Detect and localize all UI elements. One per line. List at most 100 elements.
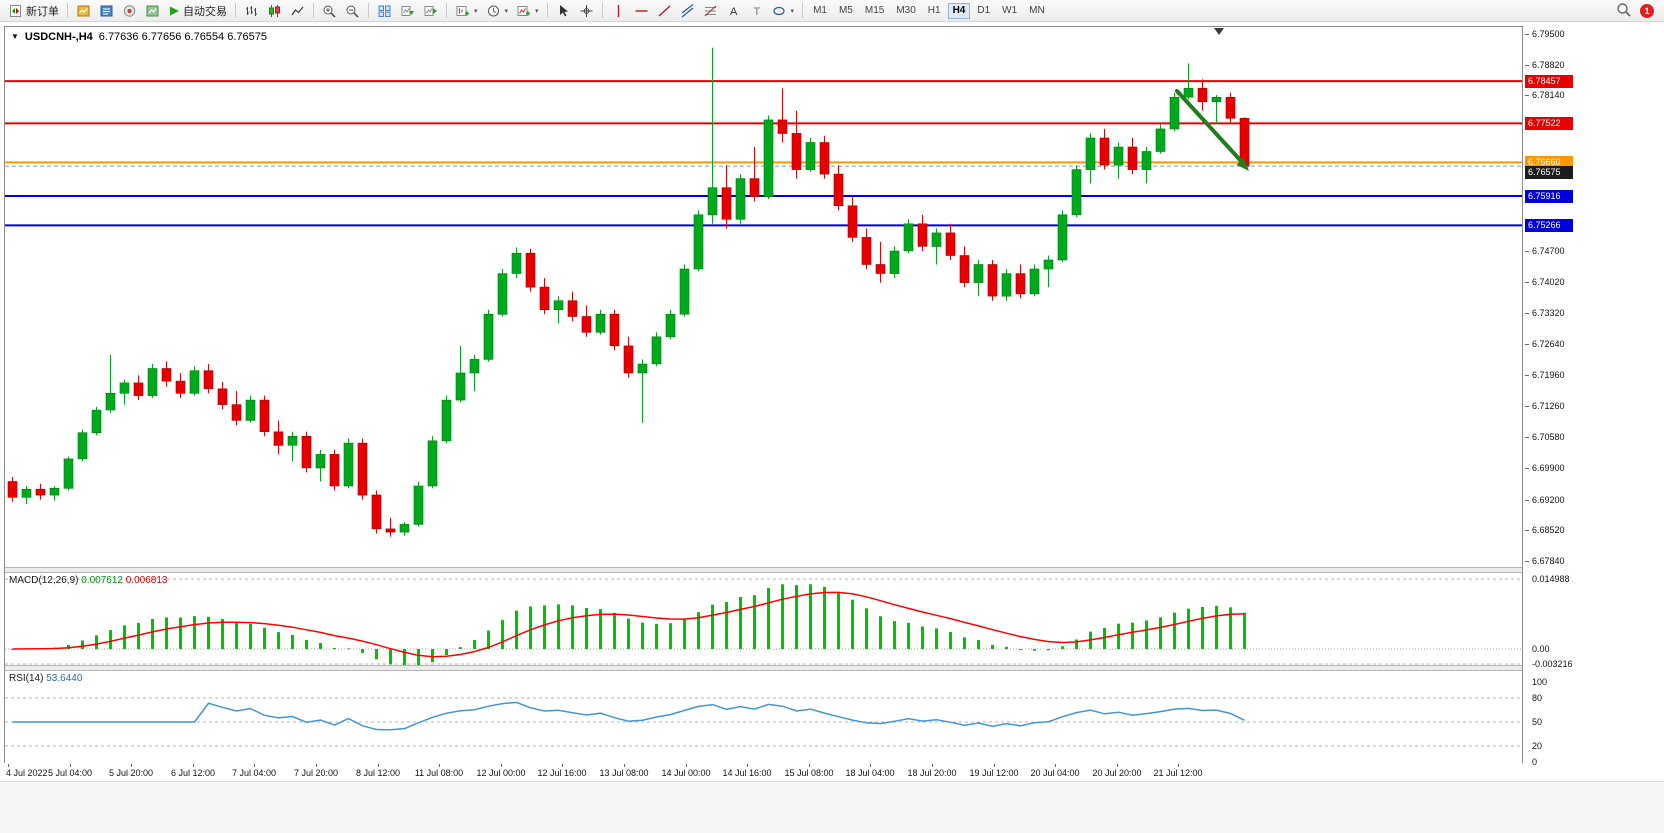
chart-window: ▼ USDCNH-,H4 6.77636 6.77656 6.76554 6.7… [4,26,1523,764]
market-watch-icon [76,4,91,18]
time-label: 8 Jul 12:00 [355,768,401,778]
pane-splitter[interactable] [5,665,1522,671]
crosshair-tool-button[interactable] [575,2,598,20]
timeframe-h1[interactable]: H1 [927,5,941,16]
market-watch-button[interactable] [72,2,95,20]
candlestick-chart-icon [267,4,282,18]
price-tick-mark [1525,500,1529,501]
notification-badge[interactable]: 1 [1640,3,1654,18]
timeframe-h4[interactable]: H4 [947,2,971,19]
tile-windows-button[interactable] [373,2,396,20]
time-label: 14 Jul 00:00 [661,768,711,778]
auto-scroll-button[interactable] [396,2,419,20]
symbol-period-label: USDCNH-,H4 [24,31,93,43]
bar-chart-button[interactable] [240,2,263,20]
level-lines[interactable] [5,80,1522,227]
macd-signal-value: 0.006813 [125,575,168,586]
main-chart-pane[interactable]: ▼ USDCNH-,H4 6.77636 6.77656 6.76554 6.7… [5,27,1522,567]
autotrading-button[interactable]: 自动交易 [164,2,231,20]
timeframe-m5[interactable]: M5 [838,5,853,16]
candlestick-chart-button[interactable] [263,2,286,20]
search-icon[interactable] [1616,2,1632,20]
zoom-in-icon [322,4,337,18]
new-chart-button[interactable]: ▾ [451,2,482,20]
price-level-badge[interactable]: 6.75916 [1525,190,1573,203]
periodicity-button[interactable]: ▾ [482,2,513,20]
trend-arrow-annotation[interactable] [1175,89,1249,171]
price-level-badge[interactable]: 6.77522 [1525,117,1573,130]
line-chart-button[interactable] [286,2,309,20]
label-tool-button[interactable]: T [745,2,768,20]
fibonacci-tool-button[interactable] [699,2,722,20]
time-label: 20 Jul 20:00 [1092,768,1142,778]
candles-layer [7,47,1250,537]
data-window-button[interactable] [95,2,118,20]
macd-label: MACD(12,26,9) 0.007612 0.006813 [9,575,168,586]
price-tick-mark [1525,406,1529,407]
macd-chart[interactable] [5,573,1522,665]
vertical-line-tool-button[interactable] [607,2,630,20]
timeframe-m15[interactable]: M15 [864,5,885,16]
trendline-icon [657,4,672,18]
rsi-chart[interactable] [5,671,1522,764]
crosshair-icon [579,4,594,18]
shapes-tool-button[interactable]: ▾ [768,2,799,20]
price-tick-label: 6.69200 [1532,495,1565,505]
new-chart-icon [455,4,470,18]
price-tick-label: 6.70580 [1532,432,1565,442]
channel-icon [680,3,695,18]
timeframe-mn[interactable]: MN [1029,5,1045,16]
separator [368,3,369,18]
cursor-tool-button[interactable] [552,2,575,20]
macd-axis-label: 0.00 [1532,644,1550,654]
text-tool-button[interactable]: A [722,2,745,20]
macd-pane[interactable]: MACD(12,26,9) 0.007612 0.006813 [5,573,1522,665]
svg-text:T: T [753,6,760,18]
new-order-button[interactable]: 新订单 [4,2,63,20]
price-axis[interactable]: 6.795006.788206.781406.774606.747006.740… [1525,26,1664,767]
pane-splitter[interactable] [5,567,1522,573]
price-level-badge[interactable]: 6.78457 [1525,75,1573,88]
rsi-axis-label: 0 [1532,757,1538,767]
price-level-badge[interactable]: 6.75266 [1525,219,1573,232]
price-tick-mark [1525,95,1529,96]
rsi-axis-label: 50 [1532,717,1543,727]
timeframe-w1[interactable]: W1 [1002,5,1018,16]
rsi-axis-label: 20 [1532,741,1543,751]
channel-tool-button[interactable] [676,2,699,20]
time-label: 13 Jul 08:00 [599,768,649,778]
zoom-in-button[interactable] [318,2,341,20]
rsi-pane[interactable]: RSI(14) 53.6440 [5,671,1522,764]
price-level-badge[interactable]: 6.76660 [1525,156,1573,169]
rsi-label: RSI(14) 53.6440 [9,673,83,684]
tile-windows-icon [377,4,392,18]
price-tick-mark [1525,65,1529,66]
navigator-button[interactable] [118,2,141,20]
terminal-button[interactable] [141,2,164,20]
time-tick-mark [8,764,9,767]
chart-shift-button[interactable] [419,2,442,20]
chart-shift-marker[interactable] [1214,28,1224,35]
trendline-tool-button[interactable] [653,2,676,20]
time-axis[interactable]: 4 Jul 2022 5 Jul 04:00 5 Jul 20:00 6 Jul 12… [4,764,1523,781]
autotrading-label: 自动交易 [183,5,227,18]
price-tick-label: 6.71260 [1532,401,1565,411]
separator [235,3,236,18]
chevron-down-icon: ▾ [504,7,509,15]
candlestick-chart[interactable] [5,27,1522,567]
zoom-out-button[interactable] [341,2,364,20]
indicators-button[interactable]: ▾ [512,2,543,20]
price-tick-label: 6.78820 [1532,60,1565,70]
time-tick-mark [439,764,440,767]
one-click-trading-toggle[interactable]: ▼ [11,32,19,41]
timeframe-m30[interactable]: M30 [896,5,916,16]
time-label: 18 Jul 04:00 [845,768,895,778]
macd-main-value: 0.007612 [81,575,123,586]
rsi-line [12,701,1245,731]
timeframe-d1[interactable]: D1 [977,5,991,16]
time-label: 12 Jul 16:00 [537,768,587,778]
timeframe-m1[interactable]: M1 [813,5,827,16]
time-tick-mark [193,764,194,767]
price-tick-label: 6.67840 [1532,556,1565,566]
horizontal-line-tool-button[interactable] [630,2,653,20]
